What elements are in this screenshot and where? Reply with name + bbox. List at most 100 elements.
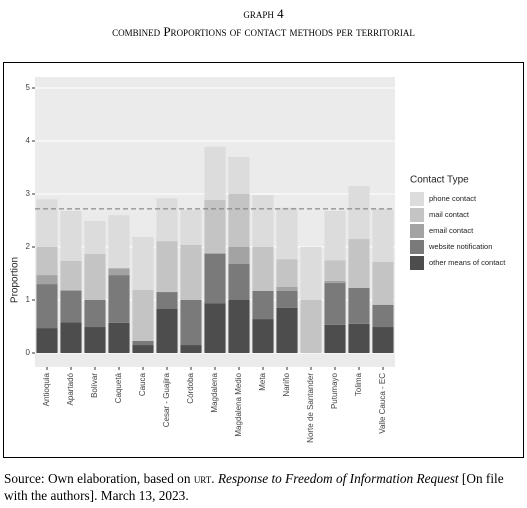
bar-segment xyxy=(276,307,298,353)
bar-segment xyxy=(36,199,58,247)
bar-segment xyxy=(204,303,226,353)
bar-segment xyxy=(252,247,274,291)
bar-segment xyxy=(372,208,394,262)
bar-segment xyxy=(324,210,346,261)
bar-segment xyxy=(84,221,106,254)
bar-segment xyxy=(372,304,394,328)
legend-label: email contact xyxy=(429,226,474,235)
y-tick-label: 4 xyxy=(26,136,31,145)
bar-segment xyxy=(108,215,130,269)
bar-segment xyxy=(156,198,178,242)
legend-swatch xyxy=(410,240,424,254)
x-tick-label: Meta xyxy=(258,372,267,390)
bar-segment xyxy=(348,239,370,288)
bar-segment xyxy=(180,300,202,346)
bar-segment xyxy=(228,300,250,353)
x-tick-label: Caquetá xyxy=(114,372,123,403)
bar-segment xyxy=(36,284,58,329)
bar-segment xyxy=(60,289,82,291)
legend-label: website notification xyxy=(428,242,492,251)
x-tick-label: Antioquia xyxy=(42,372,51,406)
bar-segment xyxy=(276,259,298,287)
source-note: Source: Own elaboration, based on urt. R… xyxy=(4,470,524,504)
legend-label: other means of contact xyxy=(429,258,506,267)
x-tick-label: Bolívar xyxy=(90,373,99,398)
bar-segment xyxy=(228,156,250,194)
bar-segment xyxy=(180,345,202,353)
legend-label: mail contact xyxy=(429,210,470,219)
bar-segment xyxy=(132,289,154,341)
bar-segment xyxy=(84,327,106,353)
x-tick-label: Apartadó xyxy=(66,372,75,405)
bar-segment xyxy=(60,322,82,353)
y-tick-label: 2 xyxy=(26,242,31,251)
bar-segment xyxy=(348,287,370,324)
bar-segment xyxy=(372,261,394,305)
chart-subtitle: combined Proportions of contact methods … xyxy=(112,24,415,39)
bar-segment xyxy=(156,241,178,293)
x-tick-label: Magdalena Medio xyxy=(234,372,243,436)
bar-segment xyxy=(180,209,202,245)
x-tick-label: Norte de Santander xyxy=(306,373,315,443)
bar-segment xyxy=(372,327,394,353)
bar-segment xyxy=(60,290,82,323)
bar-segment xyxy=(108,268,130,276)
source-prefix: Source: Own elaboration, based on xyxy=(4,471,191,486)
chart-title: graph 4 xyxy=(243,6,284,21)
bar-segment xyxy=(84,253,106,300)
bar-segment xyxy=(324,283,346,325)
y-tick-label: 3 xyxy=(26,189,31,198)
bar-segment xyxy=(300,247,322,300)
bar-segment xyxy=(132,236,154,290)
y-tick-label: 1 xyxy=(26,295,31,304)
bar-segment xyxy=(180,244,202,300)
x-tick-label: Cauca xyxy=(138,372,147,396)
legend-title: Contact Type xyxy=(410,175,469,186)
bar-segment xyxy=(324,260,346,281)
bar-segment xyxy=(108,322,130,353)
bar-segment xyxy=(228,263,250,300)
bar-segment xyxy=(84,300,106,328)
bar-segment xyxy=(36,275,58,285)
bar-segment xyxy=(252,319,274,353)
bar-segment xyxy=(300,300,322,353)
bar-segment xyxy=(276,286,298,291)
bar-segment xyxy=(276,207,298,260)
bar-segment xyxy=(276,290,298,308)
bar-segment xyxy=(36,247,58,276)
bar-segment xyxy=(132,345,154,353)
bar-segment xyxy=(108,275,130,323)
bar-segment xyxy=(156,309,178,353)
x-tick-label: Magdalena xyxy=(210,372,219,412)
chart: Proportion Contact Type 0 1 2 3 4 5 Antioquia A… xyxy=(3,62,524,458)
x-tick-label: Nariño xyxy=(282,372,291,396)
bar-segment xyxy=(228,194,250,247)
x-tick-label: Valle Cauca - EC xyxy=(378,373,387,434)
legend-swatch xyxy=(410,224,424,238)
bar-segment xyxy=(204,253,226,304)
bar-segment xyxy=(156,292,178,310)
legend-swatch xyxy=(410,208,424,222)
bar-segment xyxy=(60,260,82,290)
legend-swatch xyxy=(410,192,424,206)
x-tick-label: Tolima xyxy=(354,372,363,396)
bar-segment xyxy=(252,290,274,320)
bar-segment xyxy=(204,146,226,200)
x-tick-label: Putumayo xyxy=(330,372,339,409)
x-tick-label: Córdoba xyxy=(186,372,195,403)
source-rest: [On file with the authors]. March 13, 20… xyxy=(4,471,504,503)
bar-segment xyxy=(60,210,82,261)
source-title: Response to Freedom of Information Reque… xyxy=(217,471,459,486)
y-axis-label: Proportion xyxy=(10,257,21,303)
bar-segment xyxy=(324,324,346,353)
bar-segment xyxy=(132,340,154,346)
source-abbr: urt. xyxy=(193,471,215,486)
legend-label: phone contact xyxy=(429,194,477,203)
bar-segment xyxy=(228,247,250,264)
bar-segment xyxy=(348,323,370,353)
y-tick-label: 0 xyxy=(26,348,31,357)
bar-segment xyxy=(252,195,274,247)
bar-segment xyxy=(348,186,370,240)
bar-segment xyxy=(204,252,226,254)
